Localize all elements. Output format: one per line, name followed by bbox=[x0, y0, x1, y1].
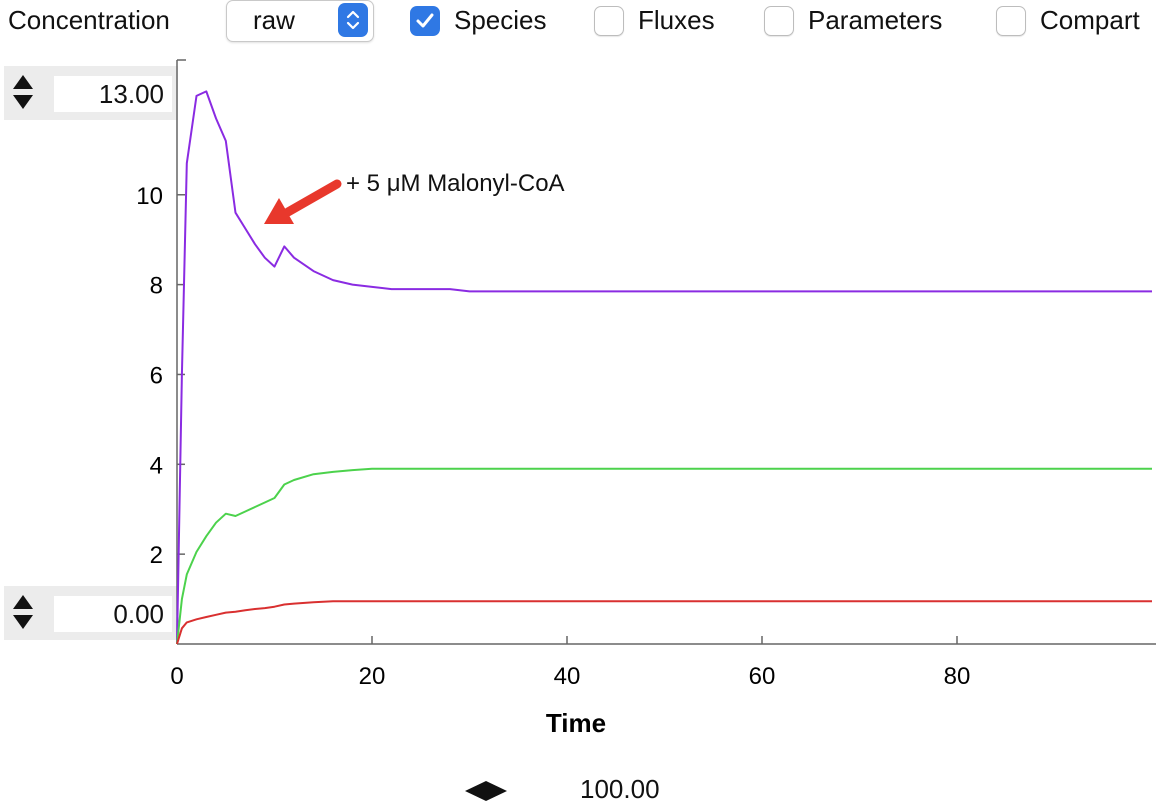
y-tick-label: 2 bbox=[150, 542, 163, 569]
select-stepper-button[interactable] bbox=[338, 3, 368, 37]
y-tick-label: 10 bbox=[136, 183, 163, 210]
series-line-1 bbox=[176, 467, 1152, 645]
y-tick-label: 6 bbox=[150, 362, 163, 389]
compartments-label: Compart bbox=[1040, 5, 1140, 35]
y-max-value[interactable]: 13.00 bbox=[54, 76, 172, 112]
x-tick-label: 80 bbox=[944, 663, 971, 690]
checkmark-icon bbox=[416, 13, 434, 28]
y-min-spinner: 0.00 bbox=[4, 586, 178, 640]
toolbar: Concentration raw Species Fluxes Paramet… bbox=[0, 0, 1156, 42]
x-tick-label: 20 bbox=[359, 663, 386, 690]
species-label: Species bbox=[454, 5, 547, 35]
stepper-arrows-icon[interactable] bbox=[10, 72, 36, 112]
y-tick-label: 8 bbox=[150, 273, 163, 300]
y-max-spinner: 13.00 bbox=[4, 66, 178, 120]
y-min-value[interactable]: 0.00 bbox=[54, 596, 172, 632]
diamond-slider-icon[interactable] bbox=[463, 779, 509, 803]
series-line-0 bbox=[176, 90, 1152, 645]
annotation-text: + 5 μM Malonyl-CoA bbox=[346, 170, 565, 197]
fluxes-checkbox[interactable] bbox=[594, 6, 624, 36]
mode-select-value: raw bbox=[253, 5, 295, 35]
concentration-label: Concentration bbox=[8, 5, 170, 35]
annotation-arrow bbox=[264, 179, 342, 224]
chevron-up-down-icon bbox=[346, 10, 360, 30]
x-tick-label: 60 bbox=[749, 663, 776, 690]
y-tick-label: 4 bbox=[150, 452, 163, 479]
mode-select[interactable]: raw bbox=[226, 0, 374, 42]
x-max-value[interactable]: 100.00 bbox=[580, 774, 660, 804]
x-tick-label: 40 bbox=[554, 663, 581, 690]
species-checkbox[interactable] bbox=[410, 6, 440, 36]
series-line-2 bbox=[176, 600, 1152, 645]
fluxes-label: Fluxes bbox=[638, 5, 715, 35]
x-tick-label: 0 bbox=[170, 663, 183, 690]
compartments-checkbox[interactable] bbox=[996, 6, 1026, 36]
parameters-label: Parameters bbox=[808, 5, 943, 35]
stepper-arrows-icon[interactable] bbox=[10, 592, 36, 632]
parameters-checkbox[interactable] bbox=[764, 6, 794, 36]
x-axis-label: Time bbox=[546, 708, 606, 738]
